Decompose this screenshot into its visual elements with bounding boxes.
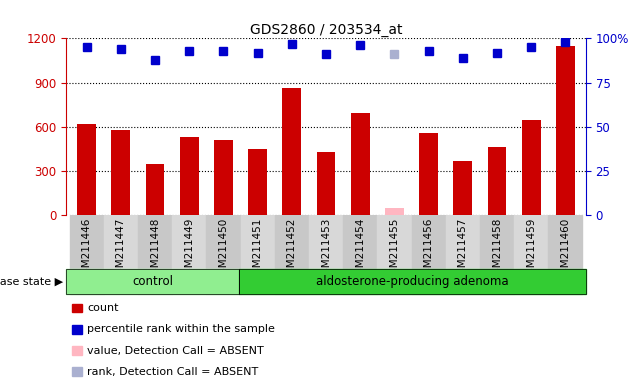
Bar (522, 120, 541, 215)
Bar (112, 131, 130, 215)
Bar (180, 137, 198, 215)
Bar (214, 140, 233, 215)
Text: percentile rank within the sample: percentile rank within the sample (87, 324, 275, 334)
Bar (454, 161, 472, 215)
Bar (556, 46, 575, 215)
Bar (317, 152, 335, 215)
Bar (77, 124, 96, 215)
Text: value, Detection Call = ABSENT: value, Detection Call = ABSENT (87, 346, 264, 356)
Bar (282, 88, 301, 215)
Bar (419, 132, 438, 215)
Text: rank, Detection Call = ABSENT: rank, Detection Call = ABSENT (87, 367, 258, 377)
Bar (351, 114, 370, 215)
Bar (248, 149, 267, 215)
Title: GDS2860 / 203534_at: GDS2860 / 203534_at (249, 23, 403, 37)
Text: disease state ▶: disease state ▶ (0, 276, 63, 286)
Bar (146, 164, 164, 215)
Bar (385, 208, 404, 215)
Bar (488, 147, 507, 215)
Text: count: count (87, 303, 118, 313)
Text: control: control (132, 275, 173, 288)
Text: aldosterone-producing adenoma: aldosterone-producing adenoma (316, 275, 509, 288)
